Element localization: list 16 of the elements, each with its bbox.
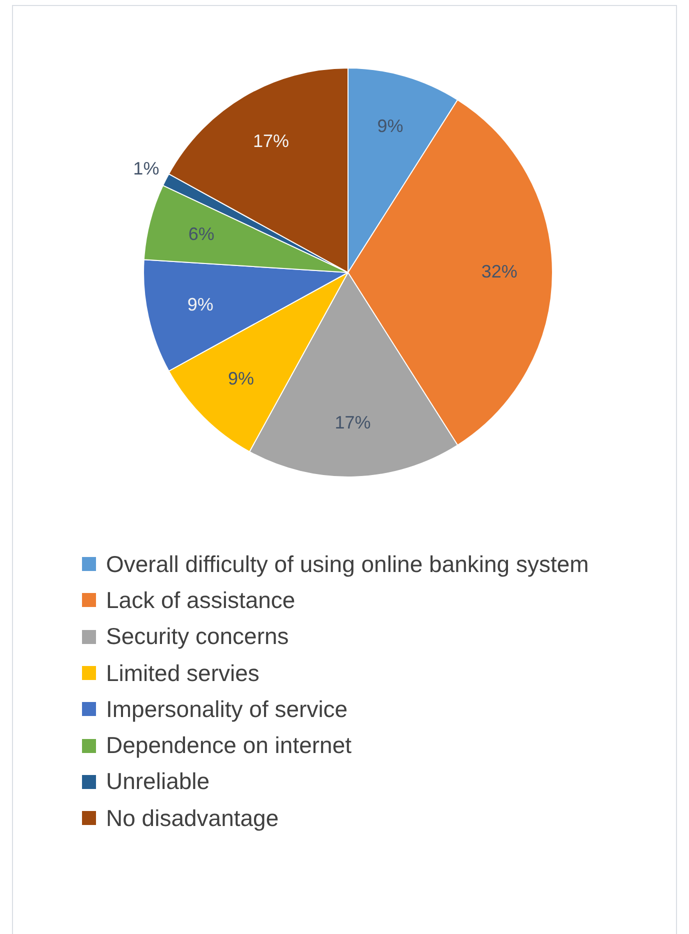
legend-label: Overall difficulty of using online banking system [106,550,589,578]
legend-label: Limited servies [106,660,260,687]
legend-label: Lack of assistance [106,586,296,614]
data-label: 9% [377,116,404,136]
data-label: 9% [187,294,214,314]
legend-label: Impersonality of service [106,696,348,723]
legend-label: No disadvantage [106,804,279,832]
data-label: 32% [481,261,518,282]
data-label: 17% [334,412,371,433]
legend-label: Unreliable [106,768,210,796]
legend-label: Security concerns [106,623,289,650]
data-label: 6% [188,224,214,244]
data-label: 1% [133,158,160,179]
legend-label: Dependence on internet [106,732,352,760]
data-label: 9% [228,368,254,388]
data-label: 17% [252,131,289,152]
